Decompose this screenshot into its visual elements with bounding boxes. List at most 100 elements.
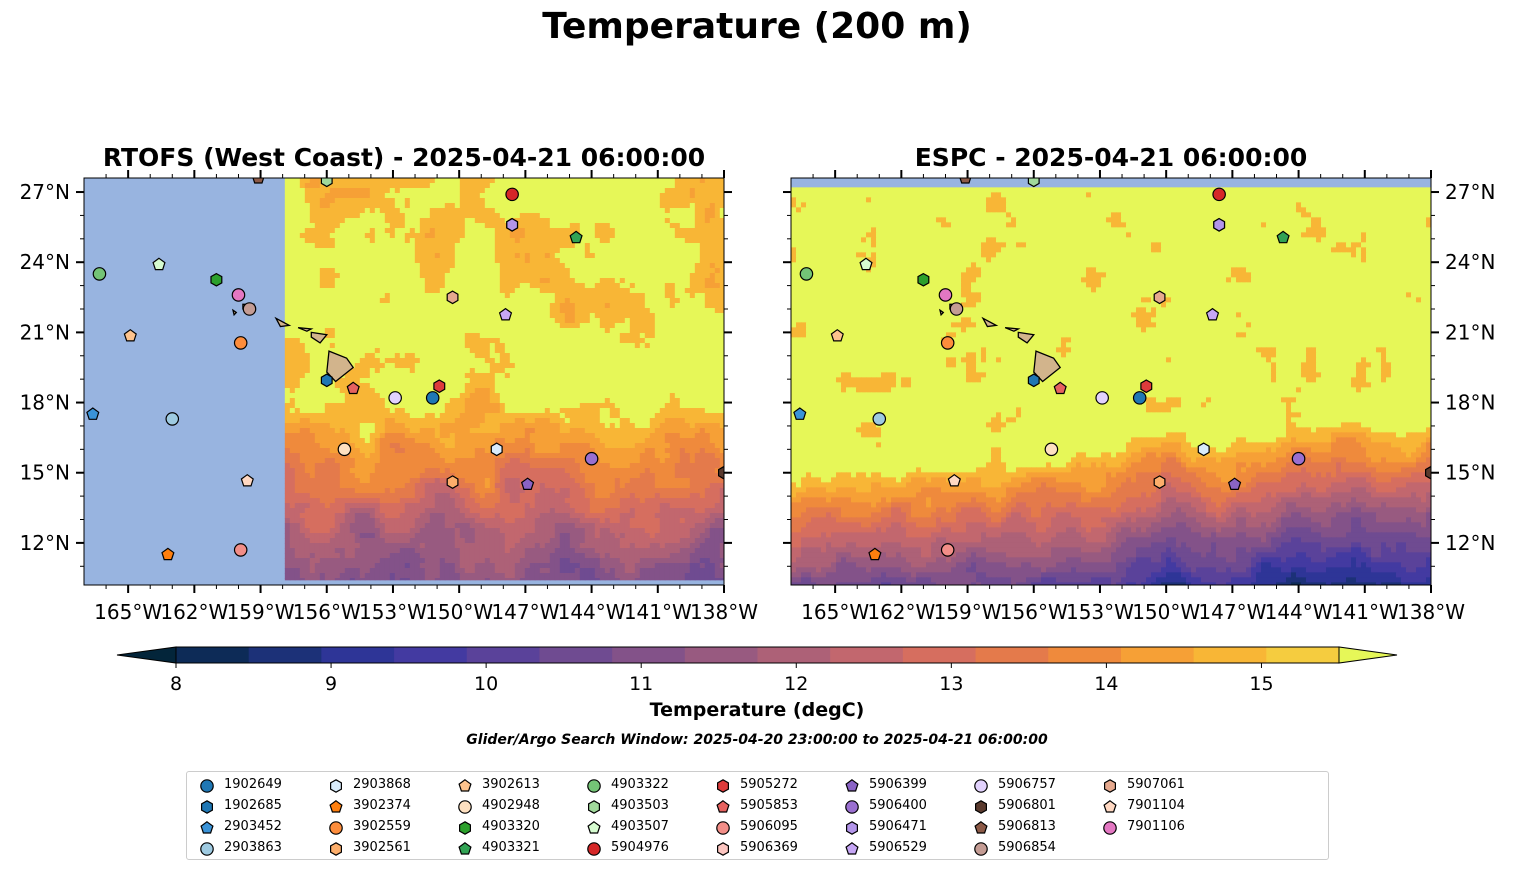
temperature-cell xyxy=(464,233,471,239)
temperature-cell xyxy=(414,253,421,259)
temperature-cell xyxy=(414,348,421,354)
temperature-cell xyxy=(554,388,561,394)
temperature-cell xyxy=(664,218,671,224)
temperature-cell xyxy=(379,233,386,239)
temperature-cell xyxy=(584,218,591,224)
temperature-cell xyxy=(584,343,591,349)
temperature-cell xyxy=(404,373,411,379)
temperature-cell xyxy=(359,378,366,384)
temperature-cell xyxy=(649,448,656,454)
temperature-cell xyxy=(284,393,291,399)
temperature-cell xyxy=(624,323,631,329)
temperature-cell xyxy=(664,268,671,274)
temperature-cell xyxy=(329,263,336,269)
temperature-cell xyxy=(319,458,326,464)
temperature-cell xyxy=(294,198,301,204)
temperature-cell xyxy=(284,263,291,269)
temperature-cell xyxy=(559,183,566,189)
temperature-cell xyxy=(609,433,616,439)
temperature-cell xyxy=(509,408,516,414)
temperature-cell xyxy=(419,288,426,294)
temperature-cell xyxy=(344,313,351,319)
temperature-cell xyxy=(404,428,411,434)
temperature-cell xyxy=(334,313,341,319)
temperature-cell xyxy=(414,293,421,299)
temperature-cell xyxy=(459,423,466,429)
temperature-cell xyxy=(489,243,496,249)
temperature-cell xyxy=(444,418,451,424)
temperature-cell xyxy=(644,218,651,224)
temperature-cell xyxy=(609,208,616,214)
temperature-cell xyxy=(374,393,381,399)
temperature-cell xyxy=(479,298,486,304)
temperature-cell xyxy=(429,318,436,324)
temperature-cell xyxy=(519,188,526,194)
temperature-cell xyxy=(569,298,576,304)
temperature-cell xyxy=(634,418,641,424)
temperature-cell xyxy=(474,288,481,294)
temperature-cell xyxy=(379,208,386,214)
temperature-cell xyxy=(579,263,586,269)
temperature-cell xyxy=(394,353,401,359)
temperature-cell xyxy=(674,353,681,359)
temperature-cell xyxy=(449,203,456,209)
temperature-cell xyxy=(594,408,601,414)
temperature-cell xyxy=(594,353,601,359)
temperature-cell xyxy=(339,333,346,339)
temperature-cell xyxy=(379,213,386,219)
temperature-cell xyxy=(614,213,621,219)
temperature-cell xyxy=(644,443,651,449)
temperature-cell xyxy=(494,403,501,409)
temperature-cell xyxy=(364,448,371,454)
temperature-cell xyxy=(389,328,396,334)
temperature-cell xyxy=(544,223,551,229)
temperature-cell xyxy=(419,263,426,269)
temperature-cell xyxy=(489,433,496,439)
temperature-cell xyxy=(639,248,646,254)
temperature-cell xyxy=(609,428,616,434)
temperature-cell xyxy=(439,293,446,299)
temperature-cell xyxy=(669,433,676,439)
temperature-cell xyxy=(404,243,411,249)
temperature-cell xyxy=(549,238,556,244)
temperature-cell xyxy=(599,348,606,354)
temperature-cell xyxy=(514,183,521,189)
temperature-cell xyxy=(604,418,611,424)
temperature-cell xyxy=(569,223,576,229)
temperature-cell xyxy=(674,323,681,329)
temperature-cell xyxy=(529,273,536,279)
temperature-cell xyxy=(669,293,676,299)
temperature-cell xyxy=(574,213,581,219)
temperature-cell xyxy=(354,398,361,404)
temperature-cell xyxy=(394,438,401,444)
temperature-cell xyxy=(654,388,661,394)
temperature-cell xyxy=(654,188,661,194)
temperature-cell xyxy=(644,308,651,314)
temperature-cell xyxy=(689,328,696,334)
temperature-cell xyxy=(694,348,701,354)
temperature-cell xyxy=(359,288,366,294)
temperature-cell xyxy=(499,378,506,384)
temperature-cell xyxy=(634,288,641,294)
temperature-cell xyxy=(319,218,326,224)
temperature-cell xyxy=(619,443,626,449)
temperature-cell xyxy=(704,398,711,404)
temperature-cell xyxy=(594,343,601,349)
temperature-cell xyxy=(424,428,431,434)
temperature-cell xyxy=(354,408,361,414)
temperature-cell xyxy=(579,338,586,344)
temperature-cell xyxy=(634,243,641,249)
temperature-cell xyxy=(484,268,491,274)
temperature-cell xyxy=(499,373,506,379)
temperature-cell xyxy=(389,208,396,214)
temperature-cell xyxy=(399,413,406,419)
temperature-cell xyxy=(309,458,316,464)
temperature-cell xyxy=(349,208,356,214)
temperature-cell xyxy=(709,373,716,379)
temperature-cell xyxy=(544,258,551,264)
temperature-cell xyxy=(349,458,356,464)
temperature-cell xyxy=(534,253,541,259)
temperature-cell xyxy=(664,188,671,194)
temperature-cell xyxy=(704,253,711,259)
temperature-cell xyxy=(604,263,611,269)
